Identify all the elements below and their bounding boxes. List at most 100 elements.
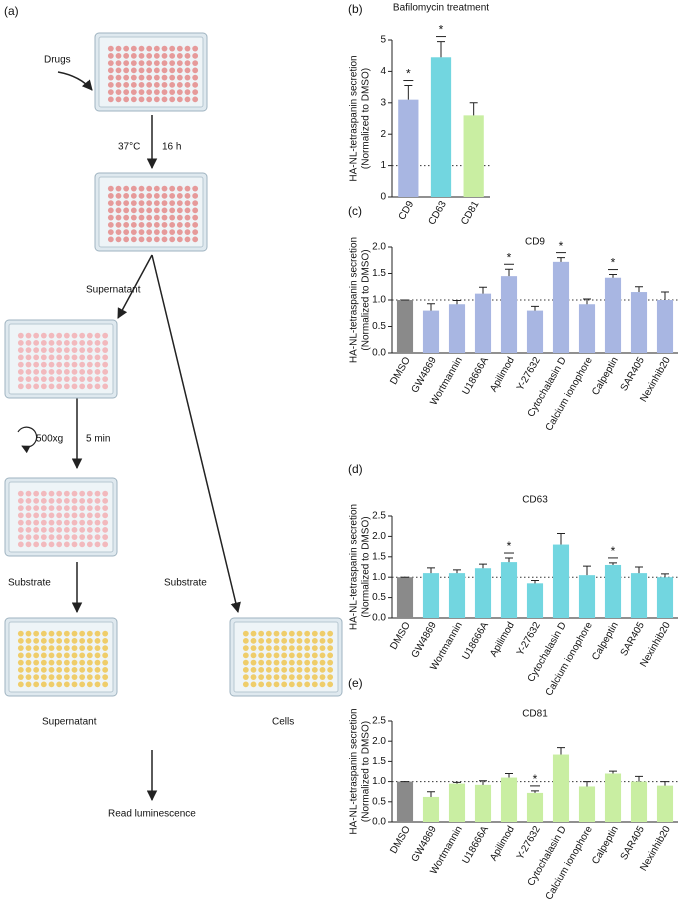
well (79, 497, 86, 504)
well (169, 221, 176, 228)
well (94, 674, 101, 681)
well (86, 505, 93, 512)
well (71, 505, 78, 512)
well (63, 347, 70, 354)
well (115, 96, 122, 103)
well (304, 674, 311, 681)
well (107, 200, 114, 207)
well (327, 645, 334, 652)
well (17, 497, 24, 504)
well (86, 347, 93, 354)
well (25, 512, 32, 519)
well (161, 74, 168, 81)
well (161, 89, 168, 96)
chart-title: CD9 (525, 237, 545, 248)
well (94, 361, 101, 368)
well (25, 347, 32, 354)
well (192, 192, 199, 199)
well (40, 534, 47, 541)
y-tick-label: 0 (380, 192, 386, 203)
well (281, 674, 288, 681)
well (33, 681, 40, 688)
well (56, 383, 63, 390)
well (123, 214, 130, 221)
well (56, 541, 63, 548)
well (273, 652, 280, 659)
well (40, 659, 47, 666)
well (40, 497, 47, 504)
bar (552, 261, 570, 353)
well (25, 652, 32, 659)
well (40, 630, 47, 637)
well (169, 74, 176, 81)
well (17, 674, 24, 681)
well (192, 45, 199, 52)
well (48, 354, 55, 361)
well (115, 52, 122, 59)
well (327, 652, 334, 659)
well (40, 519, 47, 526)
well (48, 645, 55, 652)
bar (463, 115, 484, 197)
well (48, 497, 55, 504)
well (169, 236, 176, 243)
well (56, 339, 63, 346)
well (79, 666, 86, 673)
y-tick-label: 2.0 (372, 242, 386, 253)
well (48, 681, 55, 688)
significance-label: * (559, 239, 564, 253)
well (40, 666, 47, 673)
well (161, 192, 168, 199)
well (71, 645, 78, 652)
well (123, 89, 130, 96)
well (169, 45, 176, 52)
well (304, 645, 311, 652)
label: Cells (272, 717, 294, 728)
well (56, 681, 63, 688)
well (17, 347, 24, 354)
well (123, 67, 130, 74)
well (265, 652, 272, 659)
bar (578, 575, 596, 618)
well (192, 52, 199, 59)
well (33, 332, 40, 339)
error-bar (505, 268, 513, 277)
well (115, 74, 122, 81)
well (296, 681, 303, 688)
well (161, 214, 168, 221)
well (25, 376, 32, 383)
well (48, 368, 55, 375)
error-bar (479, 780, 487, 785)
well (107, 229, 114, 236)
y-tick-label: 5 (380, 35, 386, 46)
well (56, 490, 63, 497)
significance-label: * (507, 539, 512, 553)
well (311, 666, 318, 673)
well (86, 332, 93, 339)
well (56, 497, 63, 504)
well (138, 45, 145, 52)
significance-label: * (406, 67, 411, 81)
well (319, 666, 326, 673)
well (25, 497, 32, 504)
x-tick-label: CD63 (427, 199, 450, 227)
label: Supernatant (42, 717, 97, 728)
well (107, 60, 114, 67)
well (48, 526, 55, 533)
well (115, 89, 122, 96)
y-tick-label: 1 (380, 160, 386, 171)
well (86, 630, 93, 637)
well (40, 347, 47, 354)
well (56, 505, 63, 512)
well (265, 645, 272, 652)
well (33, 674, 40, 681)
well (250, 681, 257, 688)
well (192, 200, 199, 207)
y-axis-label: HA-NL-tetraspanin secretion (349, 237, 360, 363)
label: Drugs (44, 55, 71, 66)
well (184, 67, 191, 74)
well (161, 236, 168, 243)
well (192, 74, 199, 81)
well (63, 383, 70, 390)
